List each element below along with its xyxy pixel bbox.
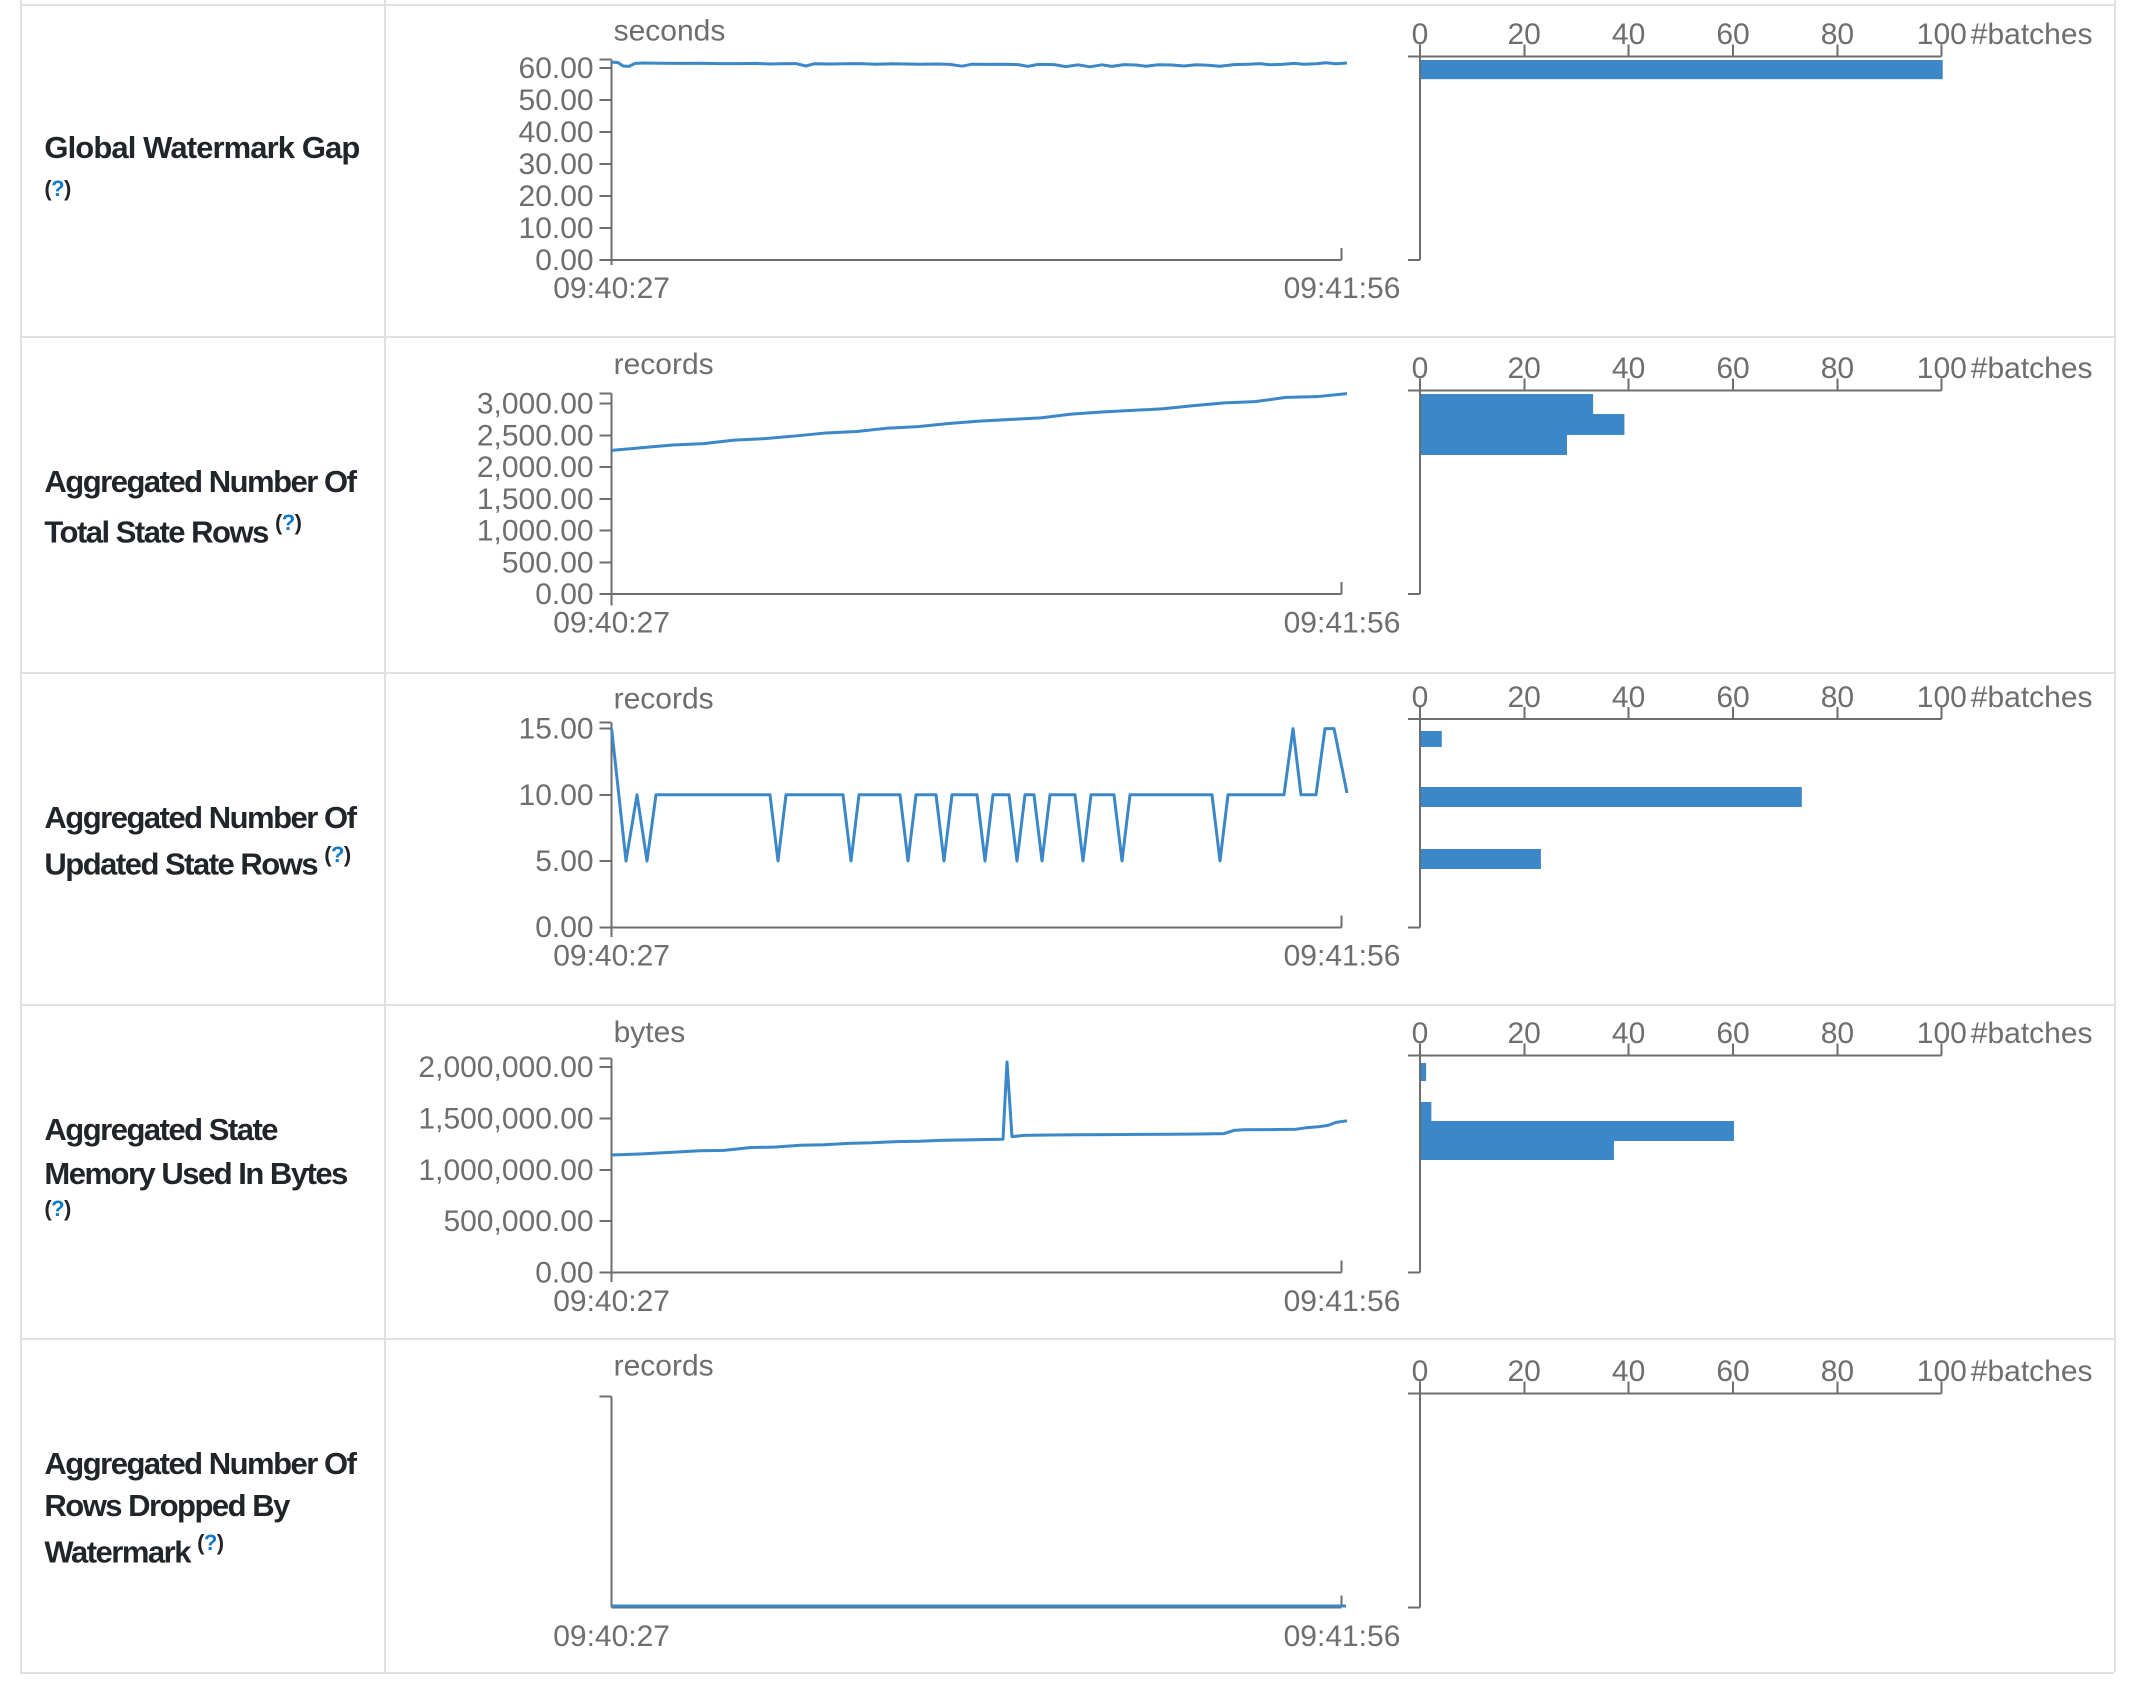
svg-text:09:40:27: 09:40:27: [553, 940, 670, 973]
svg-text:records: records: [614, 682, 714, 715]
svg-text:60: 60: [1716, 1355, 1749, 1388]
svg-text:0: 0: [1412, 1017, 1429, 1050]
svg-text:09:40:27: 09:40:27: [553, 1285, 670, 1318]
svg-text:#batches: #batches: [1971, 1355, 2093, 1388]
svg-text:40: 40: [1612, 352, 1645, 385]
svg-text:15.00: 15.00: [519, 713, 594, 746]
svg-text:30.00: 30.00: [519, 148, 594, 181]
svg-text:2,500.00: 2,500.00: [477, 419, 594, 452]
svg-text:#batches: #batches: [1971, 18, 2093, 51]
svg-text:1,500,000.00: 1,500,000.00: [418, 1102, 593, 1135]
svg-text:60: 60: [1716, 1017, 1749, 1050]
svg-text:50.00: 50.00: [519, 84, 594, 117]
svg-text:1,000.00: 1,000.00: [477, 515, 594, 548]
svg-text:09:41:56: 09:41:56: [1284, 1620, 1401, 1653]
svg-text:20: 20: [1508, 352, 1541, 385]
svg-text:records: records: [614, 348, 714, 381]
svg-text:09:40:27: 09:40:27: [553, 272, 670, 305]
svg-text:500,000.00: 500,000.00: [443, 1205, 593, 1238]
svg-text:60.00: 60.00: [519, 52, 594, 85]
svg-text:100: 100: [1917, 1017, 1967, 1050]
svg-text:40: 40: [1612, 1017, 1645, 1050]
svg-text:80: 80: [1821, 1355, 1854, 1388]
svg-text:2,000.00: 2,000.00: [477, 451, 594, 484]
svg-text:100: 100: [1917, 352, 1967, 385]
svg-text:20: 20: [1508, 1355, 1541, 1388]
svg-text:seconds: seconds: [614, 14, 726, 47]
svg-text:3,000.00: 3,000.00: [477, 388, 594, 421]
svg-text:1,000,000.00: 1,000,000.00: [418, 1154, 593, 1187]
svg-text:100: 100: [1917, 1355, 1967, 1388]
svg-text:09:41:56: 09:41:56: [1284, 940, 1401, 973]
svg-text:0: 0: [1412, 352, 1429, 385]
svg-text:0.00: 0.00: [535, 1257, 593, 1290]
svg-text:10.00: 10.00: [519, 212, 594, 245]
svg-text:2,000,000.00: 2,000,000.00: [418, 1051, 593, 1084]
svg-text:500.00: 500.00: [502, 546, 594, 579]
svg-text:09:40:27: 09:40:27: [553, 1620, 670, 1653]
svg-text:09:40:27: 09:40:27: [553, 606, 670, 639]
svg-text:20: 20: [1508, 1017, 1541, 1050]
svg-text:records: records: [614, 1349, 714, 1382]
svg-text:100: 100: [1917, 18, 1967, 51]
svg-text:80: 80: [1821, 18, 1854, 51]
svg-text:20.00: 20.00: [519, 180, 594, 213]
svg-text:5.00: 5.00: [535, 845, 593, 878]
svg-text:bytes: bytes: [614, 1016, 686, 1049]
svg-text:20: 20: [1508, 18, 1541, 51]
svg-text:10.00: 10.00: [519, 779, 594, 812]
svg-text:80: 80: [1821, 352, 1854, 385]
svg-text:80: 80: [1821, 681, 1854, 714]
svg-text:0: 0: [1412, 681, 1429, 714]
svg-text:0: 0: [1412, 18, 1429, 51]
svg-text:60: 60: [1716, 18, 1749, 51]
svg-text:20: 20: [1508, 681, 1541, 714]
svg-text:09:41:56: 09:41:56: [1284, 606, 1401, 639]
svg-text:40.00: 40.00: [519, 116, 594, 149]
svg-text:#batches: #batches: [1971, 352, 2093, 385]
svg-text:60: 60: [1716, 352, 1749, 385]
svg-text:80: 80: [1821, 1017, 1854, 1050]
svg-text:60: 60: [1716, 681, 1749, 714]
svg-text:#batches: #batches: [1971, 1017, 2093, 1050]
svg-text:0.00: 0.00: [535, 911, 593, 944]
svg-text:100: 100: [1917, 681, 1967, 714]
svg-text:40: 40: [1612, 681, 1645, 714]
svg-text:#batches: #batches: [1971, 681, 2093, 714]
svg-text:40: 40: [1612, 1355, 1645, 1388]
svg-text:0.00: 0.00: [535, 244, 593, 277]
svg-text:40: 40: [1612, 18, 1645, 51]
svg-text:0.00: 0.00: [535, 578, 593, 611]
svg-text:1,500.00: 1,500.00: [477, 483, 594, 516]
svg-text:0: 0: [1412, 1355, 1429, 1388]
svg-text:09:41:56: 09:41:56: [1284, 1285, 1401, 1318]
svg-text:09:41:56: 09:41:56: [1284, 272, 1401, 305]
